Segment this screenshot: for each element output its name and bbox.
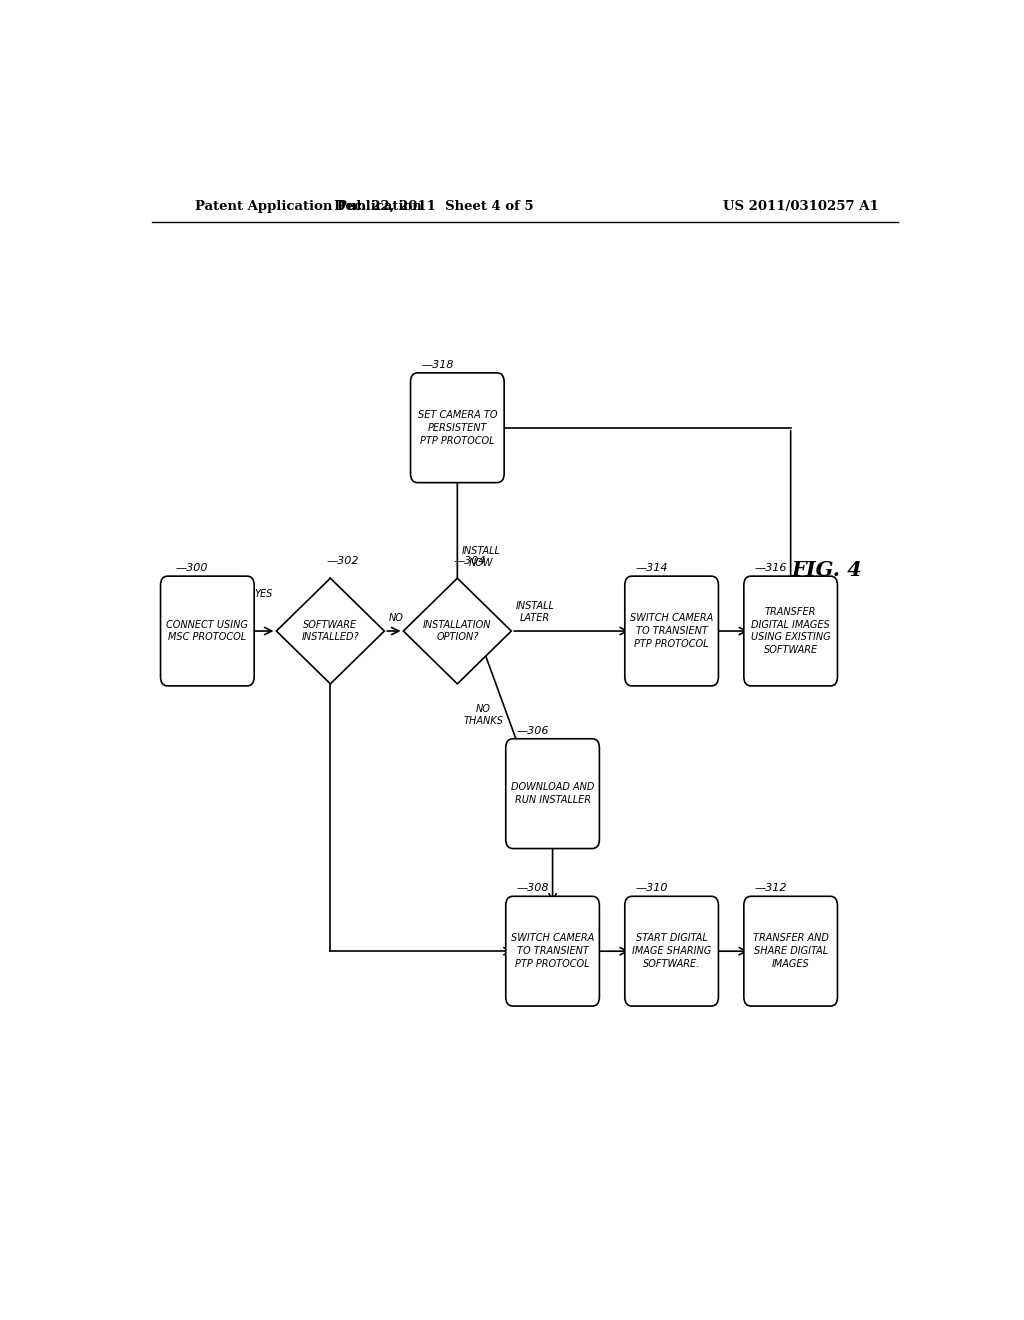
FancyBboxPatch shape bbox=[506, 896, 599, 1006]
Polygon shape bbox=[276, 578, 384, 684]
Text: SWITCH CAMERA
TO TRANSIENT
PTP PROTOCOL: SWITCH CAMERA TO TRANSIENT PTP PROTOCOL bbox=[630, 614, 714, 649]
Text: —308: —308 bbox=[517, 883, 549, 894]
FancyBboxPatch shape bbox=[743, 576, 838, 686]
Text: —316: —316 bbox=[755, 564, 787, 573]
Text: INSTALL
NOW: INSTALL NOW bbox=[461, 546, 500, 568]
Text: —304: —304 bbox=[454, 556, 485, 566]
Text: —318: —318 bbox=[422, 360, 454, 370]
Text: —314: —314 bbox=[636, 564, 669, 573]
Text: —306: —306 bbox=[517, 726, 549, 735]
Text: —302: —302 bbox=[327, 556, 358, 566]
FancyBboxPatch shape bbox=[625, 896, 719, 1006]
Text: Patent Application Publication: Patent Application Publication bbox=[196, 199, 422, 213]
Text: Dec. 22, 2011  Sheet 4 of 5: Dec. 22, 2011 Sheet 4 of 5 bbox=[334, 199, 534, 213]
FancyBboxPatch shape bbox=[506, 739, 599, 849]
FancyBboxPatch shape bbox=[743, 896, 838, 1006]
Text: —300: —300 bbox=[176, 564, 208, 573]
Text: INSTALLATION
OPTION?: INSTALLATION OPTION? bbox=[423, 619, 492, 643]
Text: FIG. 4: FIG. 4 bbox=[791, 560, 862, 579]
Text: SWITCH CAMERA
TO TRANSIENT
PTP PROTOCOL: SWITCH CAMERA TO TRANSIENT PTP PROTOCOL bbox=[511, 933, 594, 969]
Text: TRANSFER
DIGITAL IMAGES
USING EXISTING
SOFTWARE: TRANSFER DIGITAL IMAGES USING EXISTING S… bbox=[751, 607, 830, 655]
FancyBboxPatch shape bbox=[625, 576, 719, 686]
Text: —312: —312 bbox=[755, 883, 787, 894]
FancyBboxPatch shape bbox=[411, 372, 504, 483]
Text: NO
THANKS: NO THANKS bbox=[464, 704, 504, 726]
Text: TRANSFER AND
SHARE DIGITAL
IMAGES: TRANSFER AND SHARE DIGITAL IMAGES bbox=[753, 933, 828, 969]
Text: SET CAMERA TO
PERSISTENT
PTP PROTOCOL: SET CAMERA TO PERSISTENT PTP PROTOCOL bbox=[418, 411, 497, 446]
FancyBboxPatch shape bbox=[161, 576, 254, 686]
Text: US 2011/0310257 A1: US 2011/0310257 A1 bbox=[723, 199, 879, 213]
Text: YES: YES bbox=[254, 590, 272, 599]
Text: SOFTWARE
INSTALLED?: SOFTWARE INSTALLED? bbox=[301, 619, 359, 643]
Polygon shape bbox=[403, 578, 511, 684]
Text: INSTALL
LATER: INSTALL LATER bbox=[515, 602, 554, 623]
Text: START DIGITAL
IMAGE SHARING
SOFTWARE.: START DIGITAL IMAGE SHARING SOFTWARE. bbox=[632, 933, 712, 969]
Text: —310: —310 bbox=[636, 883, 669, 894]
Text: CONNECT USING
MSC PROTOCOL: CONNECT USING MSC PROTOCOL bbox=[167, 619, 248, 643]
Text: DOWNLOAD AND
RUN INSTALLER: DOWNLOAD AND RUN INSTALLER bbox=[511, 783, 594, 805]
Text: NO: NO bbox=[388, 612, 403, 623]
